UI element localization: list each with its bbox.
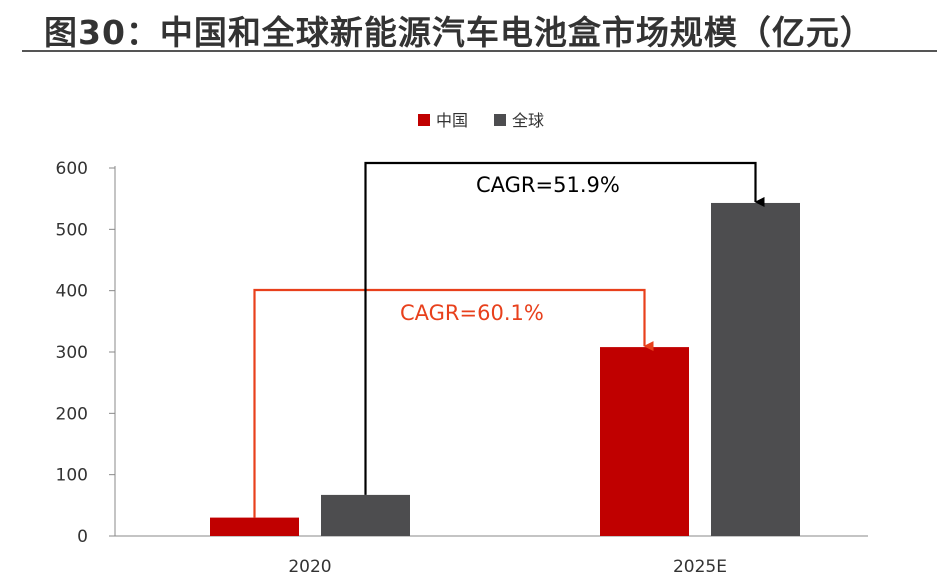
legend-label: 全球 (512, 111, 544, 130)
y-tick-label: 500 (56, 220, 88, 240)
y-tick-label: 0 (77, 527, 88, 547)
bar-中国-2025E (600, 347, 689, 536)
y-tick-label: 600 (56, 159, 88, 179)
cagr-connector-全球 (364, 161, 765, 495)
title-divider (22, 50, 937, 52)
x-tick-label: 2025E (673, 557, 727, 577)
y-tick-label: 300 (56, 343, 88, 363)
legend-swatch (494, 114, 506, 126)
y-tick-label: 200 (56, 404, 88, 424)
chart-title: 图30：中国和全球新能源汽车电池盒市场规模（亿元） (44, 13, 874, 52)
legend-swatch (418, 114, 430, 126)
x-tick-label: 2020 (288, 557, 331, 577)
legend-label: 中国 (436, 111, 468, 130)
cagr-label-全球: CAGR=51.9% (476, 173, 620, 197)
y-tick-label: 100 (56, 466, 88, 486)
cagr-connector-中国 (253, 288, 654, 518)
bar-中国-2020 (210, 517, 299, 536)
bar-全球-2025E (711, 202, 800, 536)
y-tick-label: 400 (56, 282, 88, 302)
bar-全球-2020 (321, 494, 410, 536)
cagr-label-中国: CAGR=60.1% (400, 301, 544, 325)
